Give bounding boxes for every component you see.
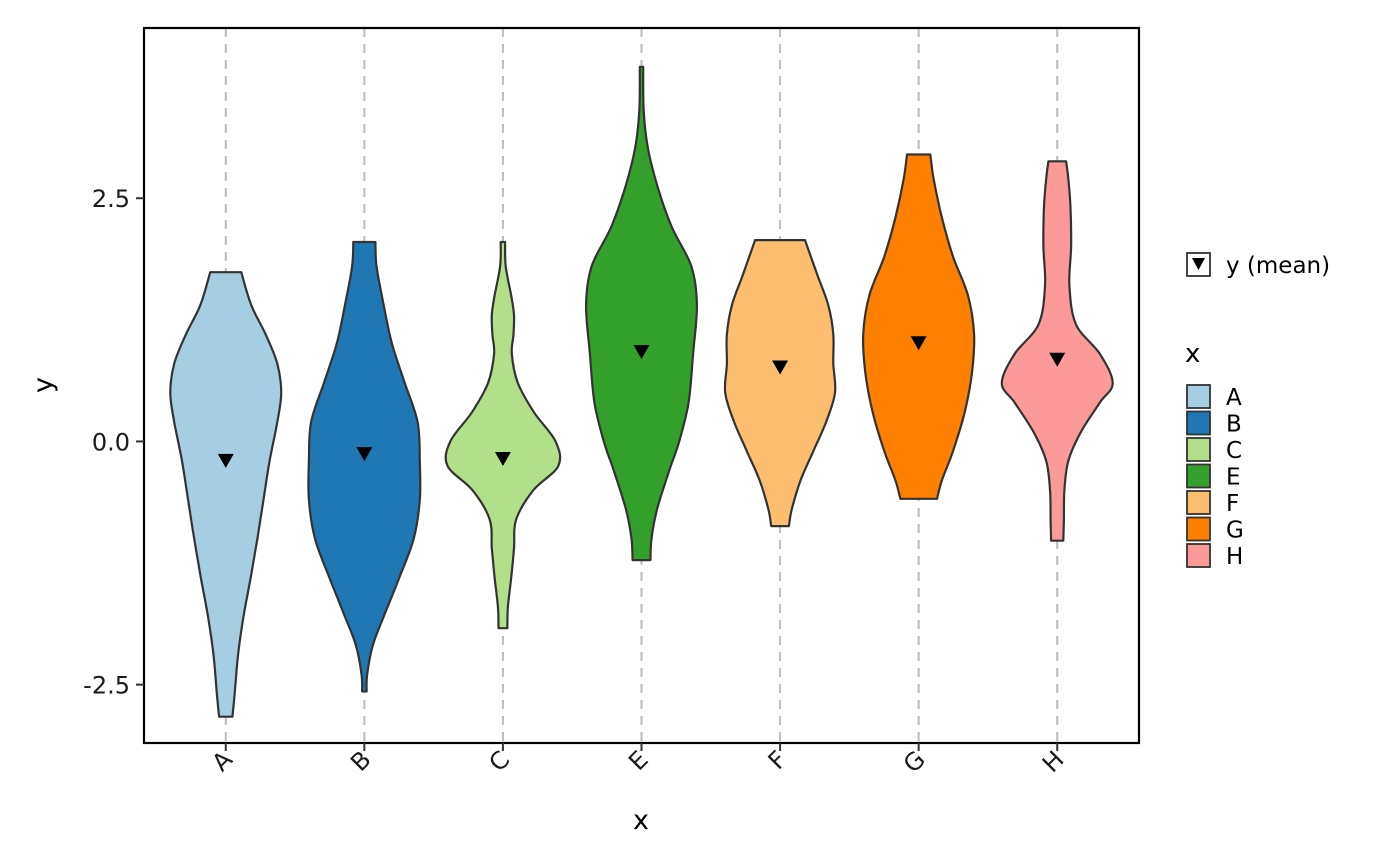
mean-marker-A xyxy=(217,453,234,468)
x-axis-title: x xyxy=(633,805,649,836)
violin-C xyxy=(444,240,562,630)
legend-label-C: C xyxy=(1226,438,1242,464)
legend-fill-title: x xyxy=(1185,339,1200,369)
violin-A xyxy=(169,271,283,718)
legend-mean-label: y (mean) xyxy=(1226,253,1330,279)
legend-swatch-E xyxy=(1186,463,1211,489)
legend-swatch-A xyxy=(1186,384,1211,409)
violins xyxy=(169,65,1114,718)
legend-label-A: A xyxy=(1226,385,1242,411)
legend-label-H: H xyxy=(1226,544,1243,570)
y-tick-label-2: 2.5 xyxy=(92,185,130,213)
legend-swatch-H xyxy=(1186,543,1211,568)
legend-swatch-B xyxy=(1186,410,1211,436)
mean-markers xyxy=(217,336,1066,468)
violin-E xyxy=(584,65,699,562)
legend-mean-triangle-icon xyxy=(1192,258,1205,270)
mean-marker-H xyxy=(1049,352,1066,367)
legend-swatch-C xyxy=(1186,437,1211,462)
legend-label-G: G xyxy=(1226,518,1244,544)
y-axis-title: y xyxy=(28,377,59,393)
violin-F xyxy=(723,239,837,528)
legend-label-F: F xyxy=(1226,491,1239,517)
legend-swatch-G xyxy=(1186,516,1211,542)
y-tick-label-0: -2.5 xyxy=(83,672,130,700)
y-tick-label-1: 0.0 xyxy=(92,428,130,456)
mean-marker-C xyxy=(494,451,511,466)
y-axis: -2.5 0.0 2.5 xyxy=(83,185,144,700)
mean-marker-F xyxy=(772,360,789,375)
legend-label-E: E xyxy=(1226,465,1241,491)
legend-swatch-F xyxy=(1186,490,1211,515)
legend-label-B: B xyxy=(1226,412,1242,438)
mean-marker-E xyxy=(633,344,650,359)
violin-G xyxy=(861,153,976,500)
violin-B xyxy=(307,240,422,693)
mean-marker-G xyxy=(910,336,927,351)
violin-H xyxy=(1000,160,1114,542)
mean-marker-B xyxy=(356,447,373,462)
